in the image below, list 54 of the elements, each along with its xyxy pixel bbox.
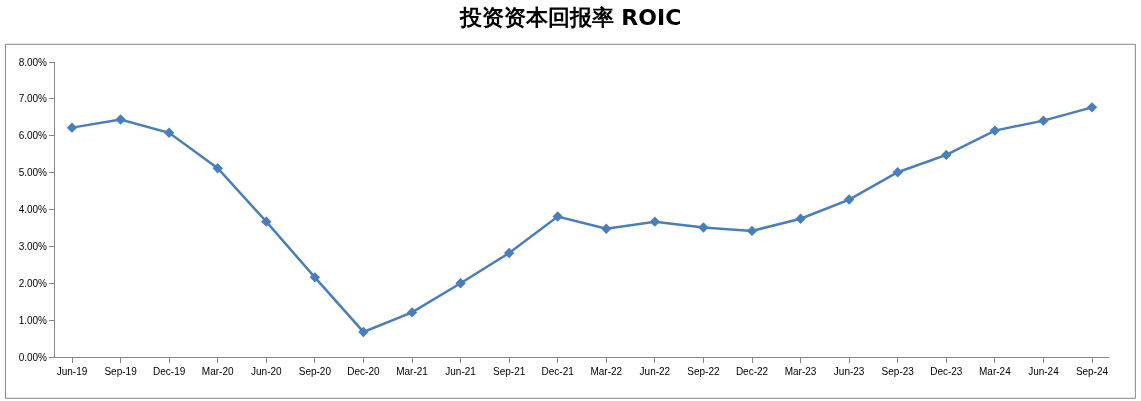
point (941, 149, 952, 161)
x-tick-label: Sep-21 (493, 366, 526, 377)
y-tick-label: 1.00% (18, 314, 48, 326)
point (1086, 102, 1098, 113)
point (309, 272, 321, 283)
y-tick-label: 8.00% (18, 56, 48, 68)
x-tick-label: Jun-20 (251, 366, 283, 377)
x-tick-label: Dec-20 (347, 366, 380, 377)
point (552, 211, 563, 222)
y-tick-label: 0.00% (18, 351, 48, 363)
point (503, 247, 515, 259)
point (358, 326, 369, 338)
x-tick-label: Sep-19 (104, 366, 138, 377)
point (66, 122, 78, 133)
point (649, 216, 661, 227)
point (698, 222, 709, 233)
point (795, 213, 806, 224)
point (115, 114, 126, 125)
x-tick-label: Sep-23 (881, 366, 915, 377)
x-tick-label: Jun-22 (639, 366, 671, 377)
point (892, 167, 903, 178)
x-tick-label: Mar-21 (396, 366, 429, 377)
x-tick-label: Jun-21 (445, 366, 477, 377)
y-tick-label: 4.00% (18, 204, 48, 215)
x-tick-label: Dec-21 (541, 366, 575, 377)
x-tick-label: Dec-19 (153, 366, 186, 377)
x-tick-label: Sep-24 (1075, 366, 1109, 377)
x-tick-label: Dec-22 (735, 366, 769, 377)
chart-title: 投资资本回报率 ROIC (458, 5, 682, 31)
point (746, 225, 758, 237)
point (843, 194, 855, 205)
y-tick-label: 2.00% (18, 277, 48, 289)
x-tick-label: Dec-23 (930, 366, 963, 377)
x-tick-label: Sep-22 (687, 366, 720, 377)
x-tick-label: Mar-22 (590, 366, 623, 377)
x-tick-label: Sep-20 (298, 366, 332, 377)
point (601, 223, 612, 234)
x-tick-label: Jun-19 (56, 366, 88, 377)
x-tick-label: Jun-24 (1028, 366, 1060, 377)
x-tick-label: Mar-24 (979, 366, 1012, 377)
y-tick-label: 7.00% (18, 93, 48, 105)
point (1038, 115, 1049, 126)
x-tick-label: Mar-20 (201, 366, 234, 377)
point (163, 127, 175, 138)
y-tick-label: 5.00% (18, 167, 48, 179)
point (989, 125, 1001, 136)
y-tick-label: 3.00% (18, 240, 48, 252)
point (455, 278, 466, 289)
y-tick-label: 6.00% (18, 130, 48, 142)
point (212, 163, 223, 174)
point (406, 307, 418, 318)
x-tick-label: Jun-23 (833, 366, 865, 377)
point (261, 216, 272, 227)
x-tick-label: Mar-23 (784, 366, 817, 377)
